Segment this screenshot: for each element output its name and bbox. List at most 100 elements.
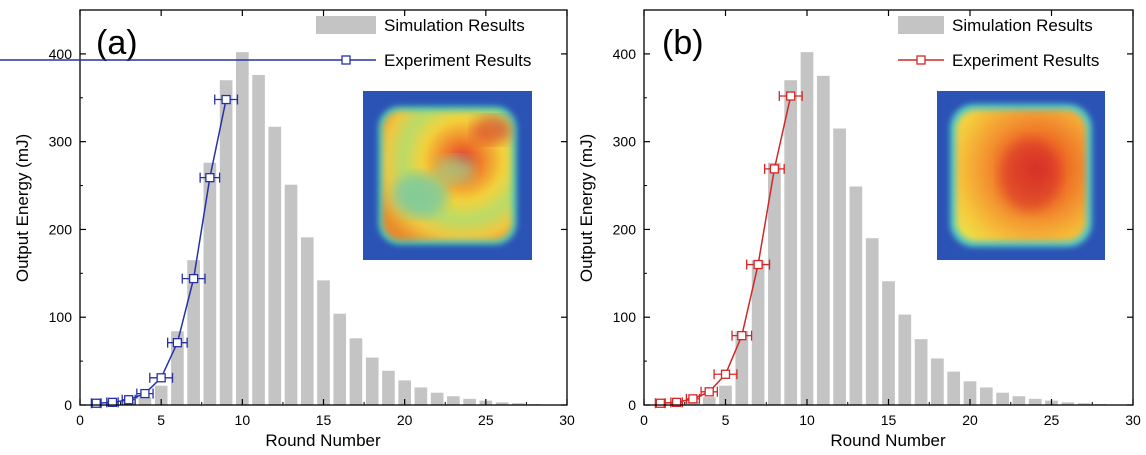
x-tick-label: 5 <box>157 412 165 428</box>
panel-b-bars <box>653 52 1107 406</box>
simulation-bar <box>154 385 168 405</box>
panel-b-xlabel: Round Number <box>830 431 946 450</box>
experiment-marker <box>188 273 199 284</box>
panel-b-ylabel: Output Energy (mJ) <box>577 134 596 282</box>
experiment-marker <box>91 398 101 408</box>
simulation-bar <box>268 126 282 405</box>
simulation-bar <box>284 184 298 405</box>
y-tick-label: 300 <box>613 134 637 150</box>
legend-experiment-label: Experiment Results <box>952 51 1099 70</box>
simulation-bar <box>398 380 411 405</box>
panel-a-inset-beam-image <box>363 91 532 260</box>
simulation-bar <box>430 392 444 405</box>
simulation-bar <box>203 162 217 405</box>
experiment-marker <box>671 397 682 408</box>
panel-a-label: (a) <box>96 24 138 62</box>
x-tick-label: 25 <box>1044 412 1060 428</box>
simulation-bar <box>252 74 265 405</box>
simulation-bar <box>963 381 977 405</box>
simulation-bar <box>1028 398 1042 405</box>
x-tick-label: 0 <box>640 412 648 428</box>
simulation-bar <box>333 313 347 405</box>
simulation-bar <box>865 238 879 405</box>
panel-b-legend: Simulation Results Experiment Results <box>898 16 1099 70</box>
x-tick-label: 10 <box>799 412 815 428</box>
panel-a-exp-series <box>90 94 239 409</box>
experiment-marker <box>786 91 796 101</box>
panel-b-label: (b) <box>662 24 704 62</box>
experiment-marker <box>720 369 731 379</box>
panel-a-ylabel: Output Energy (mJ) <box>13 134 32 282</box>
simulation-bar <box>849 186 863 405</box>
simulation-bar <box>187 260 200 405</box>
y-tick-label: 100 <box>49 309 73 325</box>
panel-a-xlabel: Round Number <box>265 431 381 450</box>
y-tick-label: 0 <box>64 397 72 413</box>
simulation-bar <box>833 128 846 405</box>
x-tick-label: 0 <box>76 412 84 428</box>
simulation-bar <box>1012 396 1026 405</box>
simulation-bar <box>1061 402 1075 405</box>
experiment-marker <box>205 173 215 183</box>
simulation-bar <box>414 387 428 405</box>
legend-marker-swatch <box>916 55 926 65</box>
experiment-marker <box>156 373 166 383</box>
y-tick-label: 0 <box>628 397 636 413</box>
panel-b-exp-series <box>654 91 803 409</box>
simulation-bar <box>800 52 814 406</box>
panel-b-inset-beam-image <box>937 91 1105 260</box>
simulation-bar <box>495 402 509 405</box>
simulation-bar <box>735 331 749 405</box>
x-tick-label: 25 <box>478 412 494 428</box>
x-tick-label: 20 <box>962 412 978 428</box>
simulation-bar <box>898 314 912 405</box>
simulation-bar <box>979 387 993 405</box>
simulation-bar <box>447 396 460 405</box>
simulation-bar <box>317 280 330 405</box>
simulation-bar <box>463 398 476 405</box>
simulation-bar <box>1077 403 1091 405</box>
simulation-bar <box>219 80 233 405</box>
simulation-bar <box>768 162 781 405</box>
x-tick-label: 15 <box>881 412 897 428</box>
legend-bar-swatch <box>316 16 376 34</box>
simulation-bar <box>300 237 314 405</box>
experiment-marker <box>704 387 714 397</box>
y-tick-label: 400 <box>613 46 637 62</box>
simulation-bar <box>702 397 716 405</box>
x-tick-label: 30 <box>559 412 575 428</box>
x-tick-label: 20 <box>397 412 413 428</box>
panel-a-legend: Simulation Results Experiment Results <box>0 16 531 70</box>
experiment-marker <box>753 259 763 270</box>
experiment-marker <box>221 94 231 105</box>
simulation-bar <box>349 338 363 405</box>
simulation-bar <box>719 385 732 405</box>
experiment-marker <box>140 388 150 399</box>
legend-experiment-label: Experiment Results <box>384 51 531 70</box>
legend-simulation-label: Simulation Results <box>952 16 1093 35</box>
simulation-bar <box>931 358 944 405</box>
x-tick-label: 30 <box>1125 412 1141 428</box>
simulation-bar <box>138 397 152 405</box>
experiment-marker <box>124 395 134 405</box>
experiment-marker <box>172 338 183 348</box>
simulation-bar <box>751 260 765 405</box>
simulation-bar <box>365 357 379 405</box>
x-tick-label: 10 <box>235 412 251 428</box>
simulation-bar <box>236 52 249 406</box>
x-tick-label: 5 <box>722 412 730 428</box>
panel-a-bars <box>89 52 541 406</box>
y-tick-label: 100 <box>613 309 637 325</box>
legend-simulation-label: Simulation Results <box>384 16 525 35</box>
simulation-bar <box>511 403 525 405</box>
experiment-marker <box>737 331 747 341</box>
experiment-marker <box>655 398 665 408</box>
simulation-bar <box>914 339 928 405</box>
experiment-marker <box>688 394 698 404</box>
experiment-marker <box>769 164 780 174</box>
